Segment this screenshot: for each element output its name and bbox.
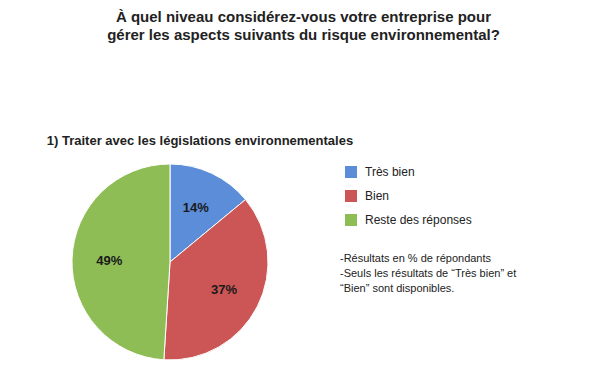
legend-swatch bbox=[345, 190, 357, 202]
pie-slice bbox=[72, 164, 170, 360]
legend-swatch bbox=[345, 166, 357, 178]
data-label: 49% bbox=[96, 253, 122, 268]
legend-item: Bien bbox=[345, 189, 389, 203]
pie bbox=[72, 164, 268, 360]
legend-item: Reste des réponses bbox=[345, 213, 472, 227]
data-labels: 14% 37% 49% bbox=[96, 200, 237, 298]
pie-slice bbox=[164, 200, 268, 360]
subtitle: 1) Traiter avec les législations environ… bbox=[47, 133, 353, 148]
legend-swatch bbox=[345, 214, 357, 226]
legend-label: Très bien bbox=[365, 165, 415, 179]
data-label: 14% bbox=[183, 200, 209, 215]
annotation: -Résultats en % de répondants-Seuls les … bbox=[340, 252, 516, 294]
legend-label: Reste des réponses bbox=[365, 213, 472, 227]
title: À quel niveau considérez-vous votre entr… bbox=[107, 8, 500, 43]
chart: À quel niveau considérez-vous votre entr… bbox=[0, 0, 607, 368]
legend: Très bien Bien Reste des réponses bbox=[345, 165, 472, 227]
data-label: 37% bbox=[211, 282, 237, 297]
legend-label: Bien bbox=[365, 189, 389, 203]
legend-item: Très bien bbox=[345, 165, 415, 179]
